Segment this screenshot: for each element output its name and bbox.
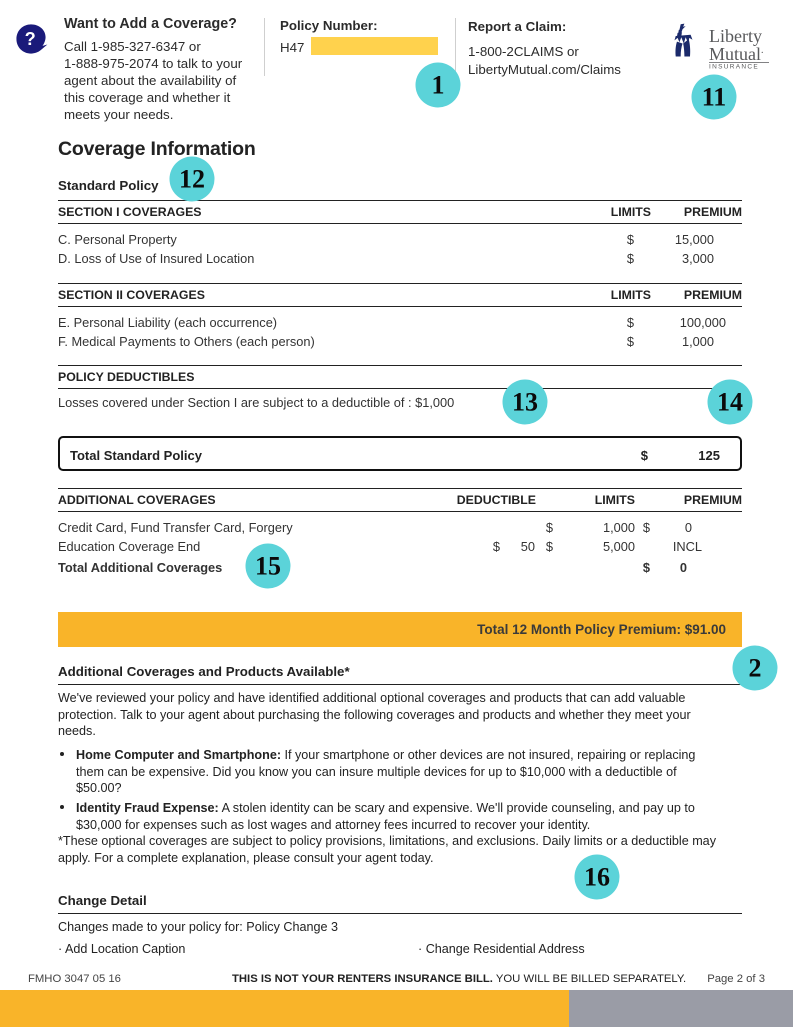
svg-text:?: ? — [25, 29, 36, 49]
svg-text:Liberty: Liberty — [709, 26, 762, 46]
svg-text:INSURANCE: INSURANCE — [709, 64, 759, 71]
svg-text:Mutual.: Mutual. — [709, 44, 764, 64]
